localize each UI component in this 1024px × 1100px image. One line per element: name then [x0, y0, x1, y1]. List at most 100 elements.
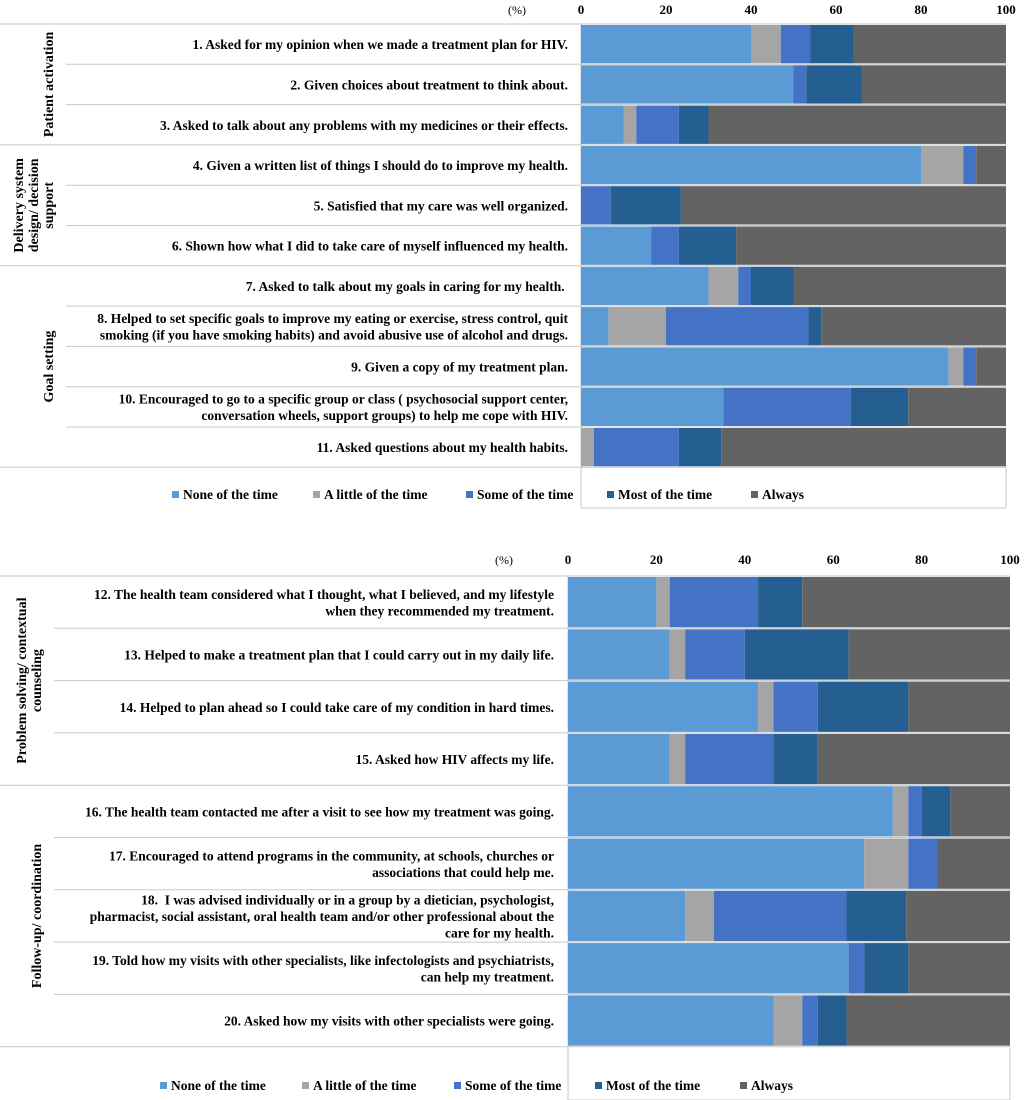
x-tick-label: 40 [738, 552, 751, 567]
x-tick-label: 0 [578, 2, 585, 17]
bar-segment-always [976, 347, 1006, 386]
bar-segment-some-of-the-time [793, 65, 807, 104]
bar-segment-always [950, 786, 1010, 837]
bar-segment-some-of-the-time [780, 25, 811, 64]
bar-segment-some-of-the-time [666, 307, 809, 346]
bar-segment-always [721, 428, 1006, 467]
x-tick-label: 0 [565, 552, 572, 567]
bar-row-1: 12. The health team considered what I th… [54, 575, 1010, 628]
group-label: Patient activation [0, 23, 66, 146]
bar-row-7: 7. Asked to talk about my goals in carin… [66, 265, 1006, 306]
bar-row-11: 11. Asked questions about my health habi… [66, 426, 1006, 467]
legend-swatch [313, 491, 320, 498]
bar-segment-always [937, 838, 1010, 889]
bar-row-6: 6. Shown how what I did to take care of … [66, 225, 1006, 265]
category-label: 7. Asked to talk about my goals in carin… [246, 279, 568, 294]
category-label: 16. The health team contacted me after a… [85, 804, 554, 819]
bar-row-7: 18. I was advised individually or in a g… [54, 889, 1010, 942]
bar-row-2: 2. Given choices about treatment to thin… [66, 63, 1006, 104]
bar-segment-none-of-the-time [581, 25, 751, 64]
bar-segment-some-of-the-time [651, 226, 679, 265]
legend-item: Some of the time [466, 487, 573, 502]
bar-segment-none-of-the-time [581, 105, 624, 144]
bar-row-10: 10. Encouraged to go to a specific group… [66, 386, 1006, 426]
bar-segment-most-of-the-time [921, 786, 951, 837]
bar-segment-none-of-the-time [581, 387, 724, 426]
bar-segment-most-of-the-time [864, 943, 909, 994]
bar-segment-most-of-the-time [610, 186, 681, 225]
legend-item: Most of the time [607, 487, 712, 502]
bar-segment-always [802, 577, 1010, 628]
bar-segment-some-of-the-time [669, 577, 759, 628]
bar-row-6: 17. Encouraged to attend programs in the… [54, 837, 1010, 889]
category-label: 14. Helped to plan ahead so I could take… [120, 700, 554, 715]
bar-segment-a-little-of-the-time [921, 145, 964, 185]
legend: None of the time A little of the time Some… [160, 1078, 793, 1093]
category-label: 18. I was advised individually or in a g… [90, 892, 554, 940]
bar-segment-some-of-the-time [593, 428, 679, 467]
bar-segment-a-little-of-the-time [581, 428, 594, 467]
x-tick-label: 40 [745, 2, 758, 17]
bar-segment-always [821, 307, 1006, 346]
bar-segment-most-of-the-time [810, 25, 853, 64]
legend-item: Most of the time [595, 1078, 700, 1093]
bar-segment-most-of-the-time [817, 995, 847, 1046]
category-label: 12. The health team considered what I th… [94, 587, 554, 619]
bar-segment-most-of-the-time [806, 65, 862, 104]
bar-row-8: 19. Told how my visits with other specia… [54, 941, 1010, 994]
bar-segment-a-little-of-the-time [892, 786, 909, 837]
legend-swatch [302, 1082, 309, 1089]
legend-label: None of the time [171, 1078, 266, 1093]
bar-segment-none-of-the-time [581, 266, 709, 306]
category-label: 8. Helped to set specific goals to impro… [97, 311, 568, 343]
axis-unit-label: (%) [508, 3, 526, 17]
bar-segment-a-little-of-the-time [708, 266, 739, 306]
bar-segment-always [708, 105, 1006, 144]
bar-segment-most-of-the-time [744, 629, 849, 680]
bar-segment-some-of-the-time [773, 681, 818, 732]
group-label: Follow-up/ coordination [0, 844, 54, 1048]
svg-text:Patient activation: Patient activation [42, 32, 57, 138]
bar-segment-none-of-the-time [568, 577, 657, 628]
x-tick-label: 80 [915, 2, 928, 17]
bar-segment-a-little-of-the-time [623, 105, 637, 144]
category-label: 11. Asked questions about my health habi… [317, 440, 568, 455]
bar-segment-some-of-the-time [581, 186, 611, 225]
group-label: Delivery systemdesign/ decisionsupport [0, 158, 66, 267]
chart-panel-2: (%) 0 20 40 60 80 100 12. The health team consi… [0, 552, 1020, 1100]
bar-segment-some-of-the-time [738, 266, 751, 306]
category-label: 19. Told how my visits with other specia… [92, 953, 554, 985]
bar-segment-some-of-the-time [685, 629, 745, 680]
x-tick-label: 80 [915, 552, 928, 567]
legend-label: Always [762, 487, 804, 502]
bar-segment-none-of-the-time [581, 65, 794, 104]
legend-swatch [595, 1082, 602, 1089]
bar-segment-a-little-of-the-time [758, 681, 774, 732]
bar-segment-none-of-the-time [568, 838, 865, 889]
bar-segment-always [908, 681, 1010, 732]
bar-segment-none-of-the-time [568, 890, 686, 942]
bar-segment-most-of-the-time [758, 577, 803, 628]
legend-label: Most of the time [606, 1078, 700, 1093]
bar-segment-some-of-the-time [685, 733, 774, 785]
bar-row-9: 20. Asked how my visits with other speci… [54, 993, 1010, 1046]
category-label: 10. Encouraged to go to a specific group… [119, 392, 568, 424]
bar-segment-none-of-the-time [568, 995, 774, 1046]
bar-segment-most-of-the-time [678, 105, 709, 144]
bar-row-3: 3. Asked to talk about any problems with… [66, 104, 1006, 144]
axis-unit-label: (%) [495, 553, 513, 567]
bar-row-4: 15. Asked how HIV affects my life. [54, 732, 1010, 785]
bar-row-5: 5. Satisfied that my care was well organ… [66, 184, 1006, 225]
category-label: 17. Encouraged to attend programs in the… [109, 848, 554, 880]
bar-segment-some-of-the-time [908, 838, 938, 889]
category-label: 1. Asked for my opinion when we made a t… [192, 37, 568, 52]
group-label: Goal setting [0, 331, 66, 468]
x-tick-label: 100 [1000, 552, 1020, 567]
bar-segment-some-of-the-time [723, 387, 851, 426]
x-tick-label: 20 [650, 552, 663, 567]
bar-segment-a-little-of-the-time [685, 890, 714, 942]
bar-segment-a-little-of-the-time [608, 307, 666, 346]
bar-row-3: 14. Helped to plan ahead so I could take… [54, 680, 1010, 732]
bar-segment-none-of-the-time [568, 943, 849, 994]
x-tick-label: 60 [827, 552, 840, 567]
